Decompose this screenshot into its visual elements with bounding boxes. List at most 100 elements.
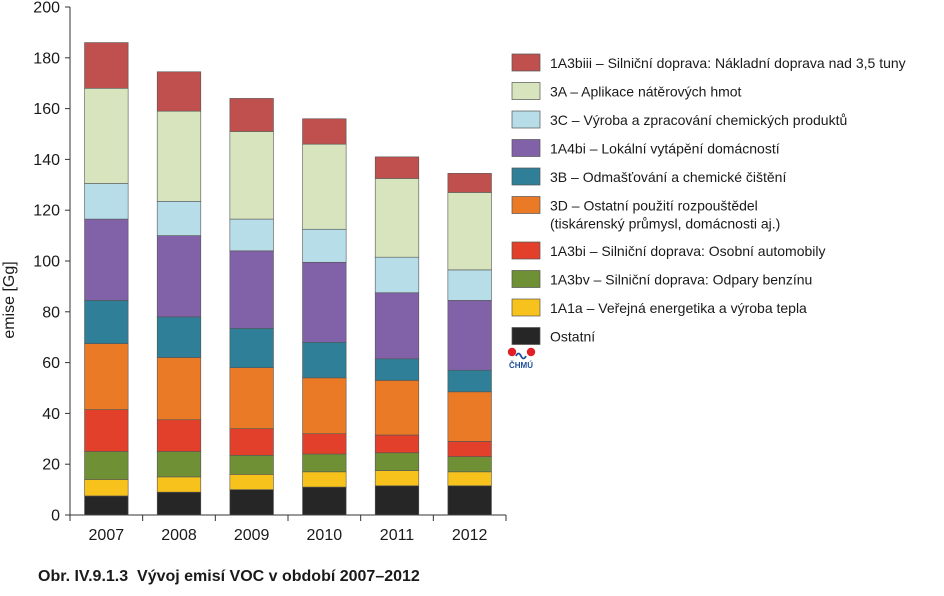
- bar-segment: [302, 341, 347, 379]
- bar-segment: [84, 451, 129, 480]
- bar-segment: [447, 173, 492, 193]
- bar-segment: [374, 452, 420, 471]
- bar-segment: [84, 495, 129, 516]
- y-tick-label: 140: [33, 152, 60, 169]
- legend-label: 1A3biii – Silniční doprava: Nákladní dop…: [550, 55, 906, 71]
- legend-label: 1A3bv – Silniční doprava: Odpary benzínu: [550, 272, 812, 288]
- x-tick-label: 2007: [89, 527, 125, 544]
- bar-segment: [156, 357, 202, 421]
- bar-segment: [156, 235, 202, 318]
- legend-label: 1A4bi – Lokální vytápění domácností: [550, 141, 780, 157]
- y-tick-label: 80: [42, 304, 60, 321]
- logo-dot-left-icon: [507, 347, 517, 357]
- y-axis-label: emise [Gg]: [1, 261, 18, 338]
- bar-segment: [374, 358, 420, 381]
- bar-segment: [302, 118, 347, 145]
- bar-segment: [84, 409, 129, 452]
- y-tick-label: 200: [33, 0, 60, 17]
- y-tick-label: 0: [51, 508, 60, 525]
- bar-segment: [156, 201, 202, 236]
- bars-group: [84, 42, 492, 516]
- x-tick-label: 2012: [452, 527, 488, 544]
- legend: 1A3biii – Silniční doprava: Nákladní dop…: [511, 53, 906, 345]
- bar-segment: [447, 269, 492, 301]
- x-tick-label: 2009: [234, 527, 270, 544]
- bar-segment: [302, 261, 347, 343]
- bar-segment: [84, 42, 129, 89]
- bar-segment: [302, 486, 347, 516]
- chmu-logo: ČHMÚ: [507, 347, 536, 370]
- legend-label: 3B – Odmašťování a chemické čištění: [550, 169, 786, 185]
- bar-segment: [84, 300, 129, 344]
- bar-segment: [447, 192, 492, 271]
- bar-segment: [84, 479, 129, 497]
- legend-label: Ostatní: [550, 329, 595, 345]
- y-tick-label: 160: [33, 101, 60, 118]
- bar-segment: [302, 433, 347, 455]
- bar-segment: [302, 143, 347, 230]
- bar-segment: [229, 428, 274, 456]
- legend-label: 3C – Výroba a zpracování chemických prod…: [550, 112, 847, 128]
- bar-segment: [447, 300, 492, 371]
- legend-swatch: [511, 241, 541, 260]
- legend-label: 1A1a – Veřejná energetika a výroba tepla: [550, 300, 807, 316]
- bar-segment: [447, 456, 492, 473]
- legend-swatch: [511, 196, 541, 214]
- legend-swatch: [511, 270, 541, 288]
- legend-label: 3D – Ostatní použití rozpouštědel: [550, 198, 758, 214]
- bar-segment: [374, 156, 420, 179]
- bar-segment: [374, 380, 420, 436]
- bar-segment: [156, 451, 202, 478]
- bar-segment: [156, 476, 202, 493]
- legend-swatch: [511, 298, 541, 317]
- legend-swatch: [511, 53, 541, 72]
- bar-segment: [374, 256, 420, 294]
- bar-segment: [229, 131, 274, 220]
- bar-segment: [447, 441, 492, 457]
- bar-segment: [229, 455, 274, 475]
- x-tick-label: 2010: [307, 527, 343, 544]
- y-tick-label: 120: [33, 203, 60, 220]
- bar-segment: [447, 485, 492, 516]
- y-axis: 0 20 40 60 80 100 120 140 160 180 200: [33, 0, 71, 525]
- legend-swatch: [511, 139, 541, 157]
- bar-segment: [374, 434, 420, 454]
- legend-swatch: [511, 82, 541, 100]
- legend-swatch: [511, 327, 541, 345]
- y-tick-label: 60: [42, 355, 60, 372]
- bar-segment: [229, 489, 274, 516]
- bar-segment: [374, 292, 420, 360]
- bar-segment: [156, 316, 202, 358]
- bar-segment: [447, 369, 492, 393]
- bar-segment: [156, 110, 202, 202]
- bar-segment: [229, 367, 274, 429]
- bar-segment: [302, 228, 347, 263]
- bar-segment: [302, 471, 347, 488]
- bar-segment: [84, 343, 129, 410]
- legend-swatch: [511, 110, 541, 129]
- bar-segment: [229, 328, 274, 368]
- legend-label: 3A – Aplikace nátěrových hmot: [550, 84, 742, 100]
- logo-dot-right-icon: [526, 347, 536, 357]
- y-tick-label: 40: [42, 406, 60, 423]
- legend-swatch: [511, 167, 541, 186]
- logo-wave-icon: [515, 352, 527, 360]
- bar-segment: [374, 470, 420, 487]
- bar-segment: [447, 471, 492, 487]
- bar-segment: [84, 183, 129, 220]
- bar-segment: [156, 419, 202, 452]
- bar-segment: [156, 491, 202, 516]
- legend-label: (tiskárenský průmysl, domácnosti aj.): [550, 216, 780, 232]
- bar-segment: [229, 218, 274, 252]
- bar-segment: [84, 218, 129, 301]
- logo-text: ČHMÚ: [509, 361, 533, 370]
- bar-segment: [229, 474, 274, 490]
- bar-segment: [374, 485, 420, 516]
- bar-segment: [84, 87, 129, 184]
- y-tick-label: 20: [42, 457, 60, 474]
- bar-segment: [302, 453, 347, 473]
- x-tick-label: 2011: [380, 527, 415, 544]
- figure-caption: Obr. IV.9.1.3 Vývoj emisí VOC v období 2…: [38, 568, 420, 585]
- y-tick-label: 180: [33, 50, 60, 67]
